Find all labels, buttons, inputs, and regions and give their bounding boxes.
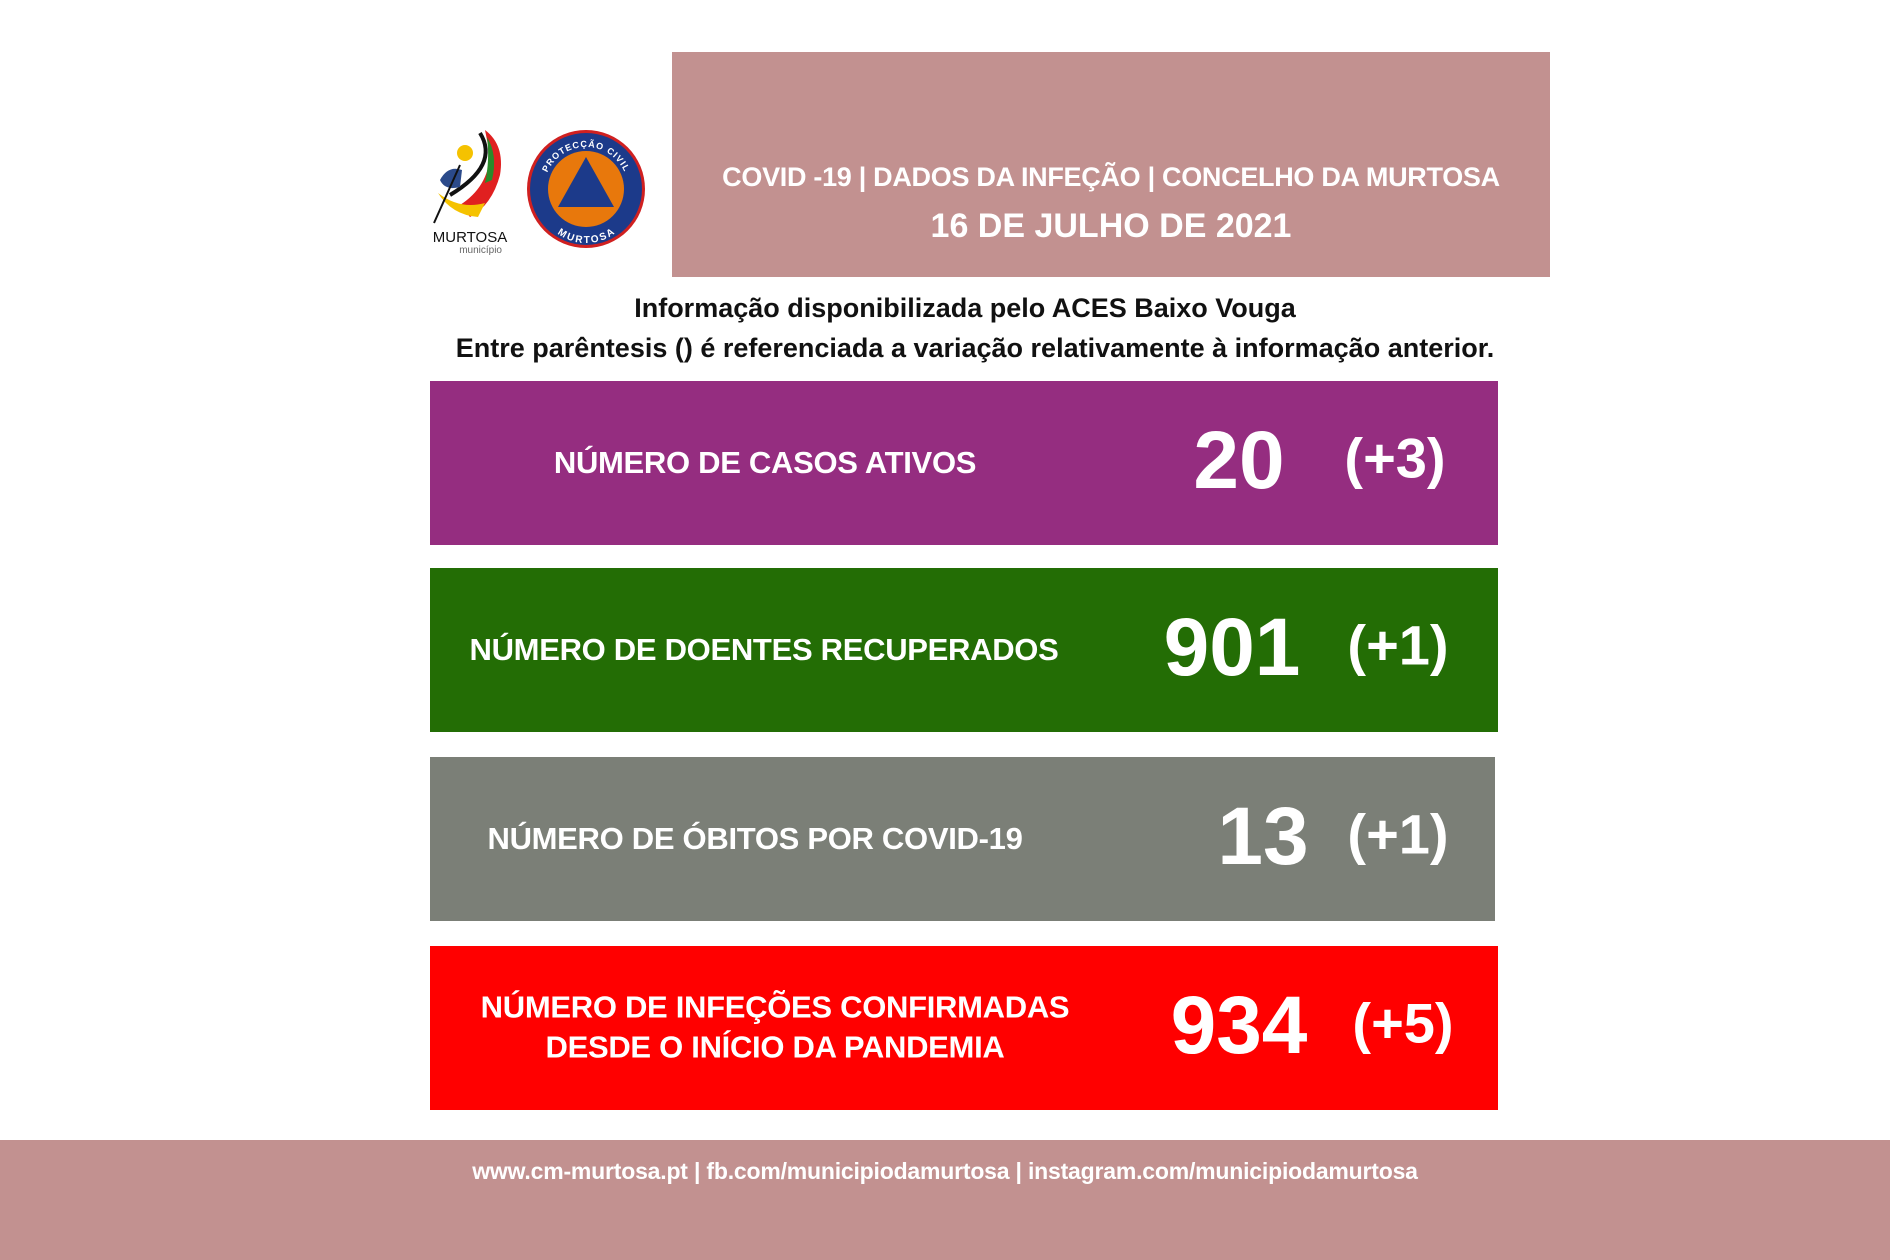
murtosa-municipality-logo: MURTOSA município bbox=[430, 125, 510, 257]
stat-label: NÚMERO DE INFEÇÕES CONFIRMADAS DESDE O I… bbox=[481, 988, 1070, 1069]
stat-label: NÚMERO DE DOENTES RECUPERADOS bbox=[469, 631, 1059, 667]
municipality-logo-text: MURTOSA bbox=[432, 229, 508, 246]
stat-active-cases: NÚMERO DE CASOS ATIVOS 20 (+3) bbox=[430, 381, 1498, 545]
stat-variation: (+5) bbox=[1352, 991, 1454, 1055]
header-banner: COVID -19 | DADOS DA INFEÇÃO | CONCELHO … bbox=[672, 52, 1550, 277]
stat-label: NÚMERO DE ÓBITOS POR COVID-19 bbox=[487, 820, 1023, 856]
stat-label-line2: DESDE O INÍCIO DA PANDEMIA bbox=[545, 1030, 1005, 1065]
stat-label: NÚMERO DE CASOS ATIVOS bbox=[553, 444, 977, 480]
stat-variation: (+1) bbox=[1347, 613, 1449, 677]
civil-protection-emblem-icon: PROTECÇÃO CIVIL MURTOSA bbox=[527, 130, 645, 248]
stat-variation: (+3) bbox=[1344, 426, 1446, 490]
stat-recovered: NÚMERO DE DOENTES RECUPERADOS 901 (+1) bbox=[430, 568, 1498, 732]
stat-confirmed-infections: NÚMERO DE INFEÇÕES CONFIRMADAS DESDE O I… bbox=[430, 946, 1498, 1110]
murtosa-boat-icon bbox=[433, 130, 501, 224]
stat-value: 934 bbox=[1170, 980, 1308, 1072]
stat-variation: (+1) bbox=[1347, 802, 1449, 866]
stat-deaths: NÚMERO DE ÓBITOS POR COVID-19 13 (+1) bbox=[430, 757, 1495, 921]
stat-value: 901 bbox=[1163, 602, 1301, 694]
stat-label-line1: NÚMERO DE INFEÇÕES CONFIRMADAS bbox=[480, 989, 1070, 1025]
info-source: Informação disponibilizada pelo ACES Bai… bbox=[634, 293, 1296, 323]
civil-protection-logo: PROTECÇÃO CIVIL MURTOSA bbox=[526, 129, 646, 249]
stat-value: 13 bbox=[1217, 791, 1309, 883]
stat-value: 20 bbox=[1193, 415, 1285, 507]
header-date: 16 DE JULHO DE 2021 bbox=[930, 207, 1292, 245]
municipality-logo-subtext: município bbox=[459, 245, 502, 256]
footer-links: www.cm-murtosa.pt | fb.com/municipiodamu… bbox=[472, 1158, 1418, 1184]
header-title: COVID -19 | DADOS DA INFEÇÃO | CONCELHO … bbox=[722, 162, 1500, 192]
footer-bar: www.cm-murtosa.pt | fb.com/municipiodamu… bbox=[0, 1140, 1890, 1260]
info-variation-note: Entre parêntesis () é referenciada a var… bbox=[455, 333, 1495, 363]
